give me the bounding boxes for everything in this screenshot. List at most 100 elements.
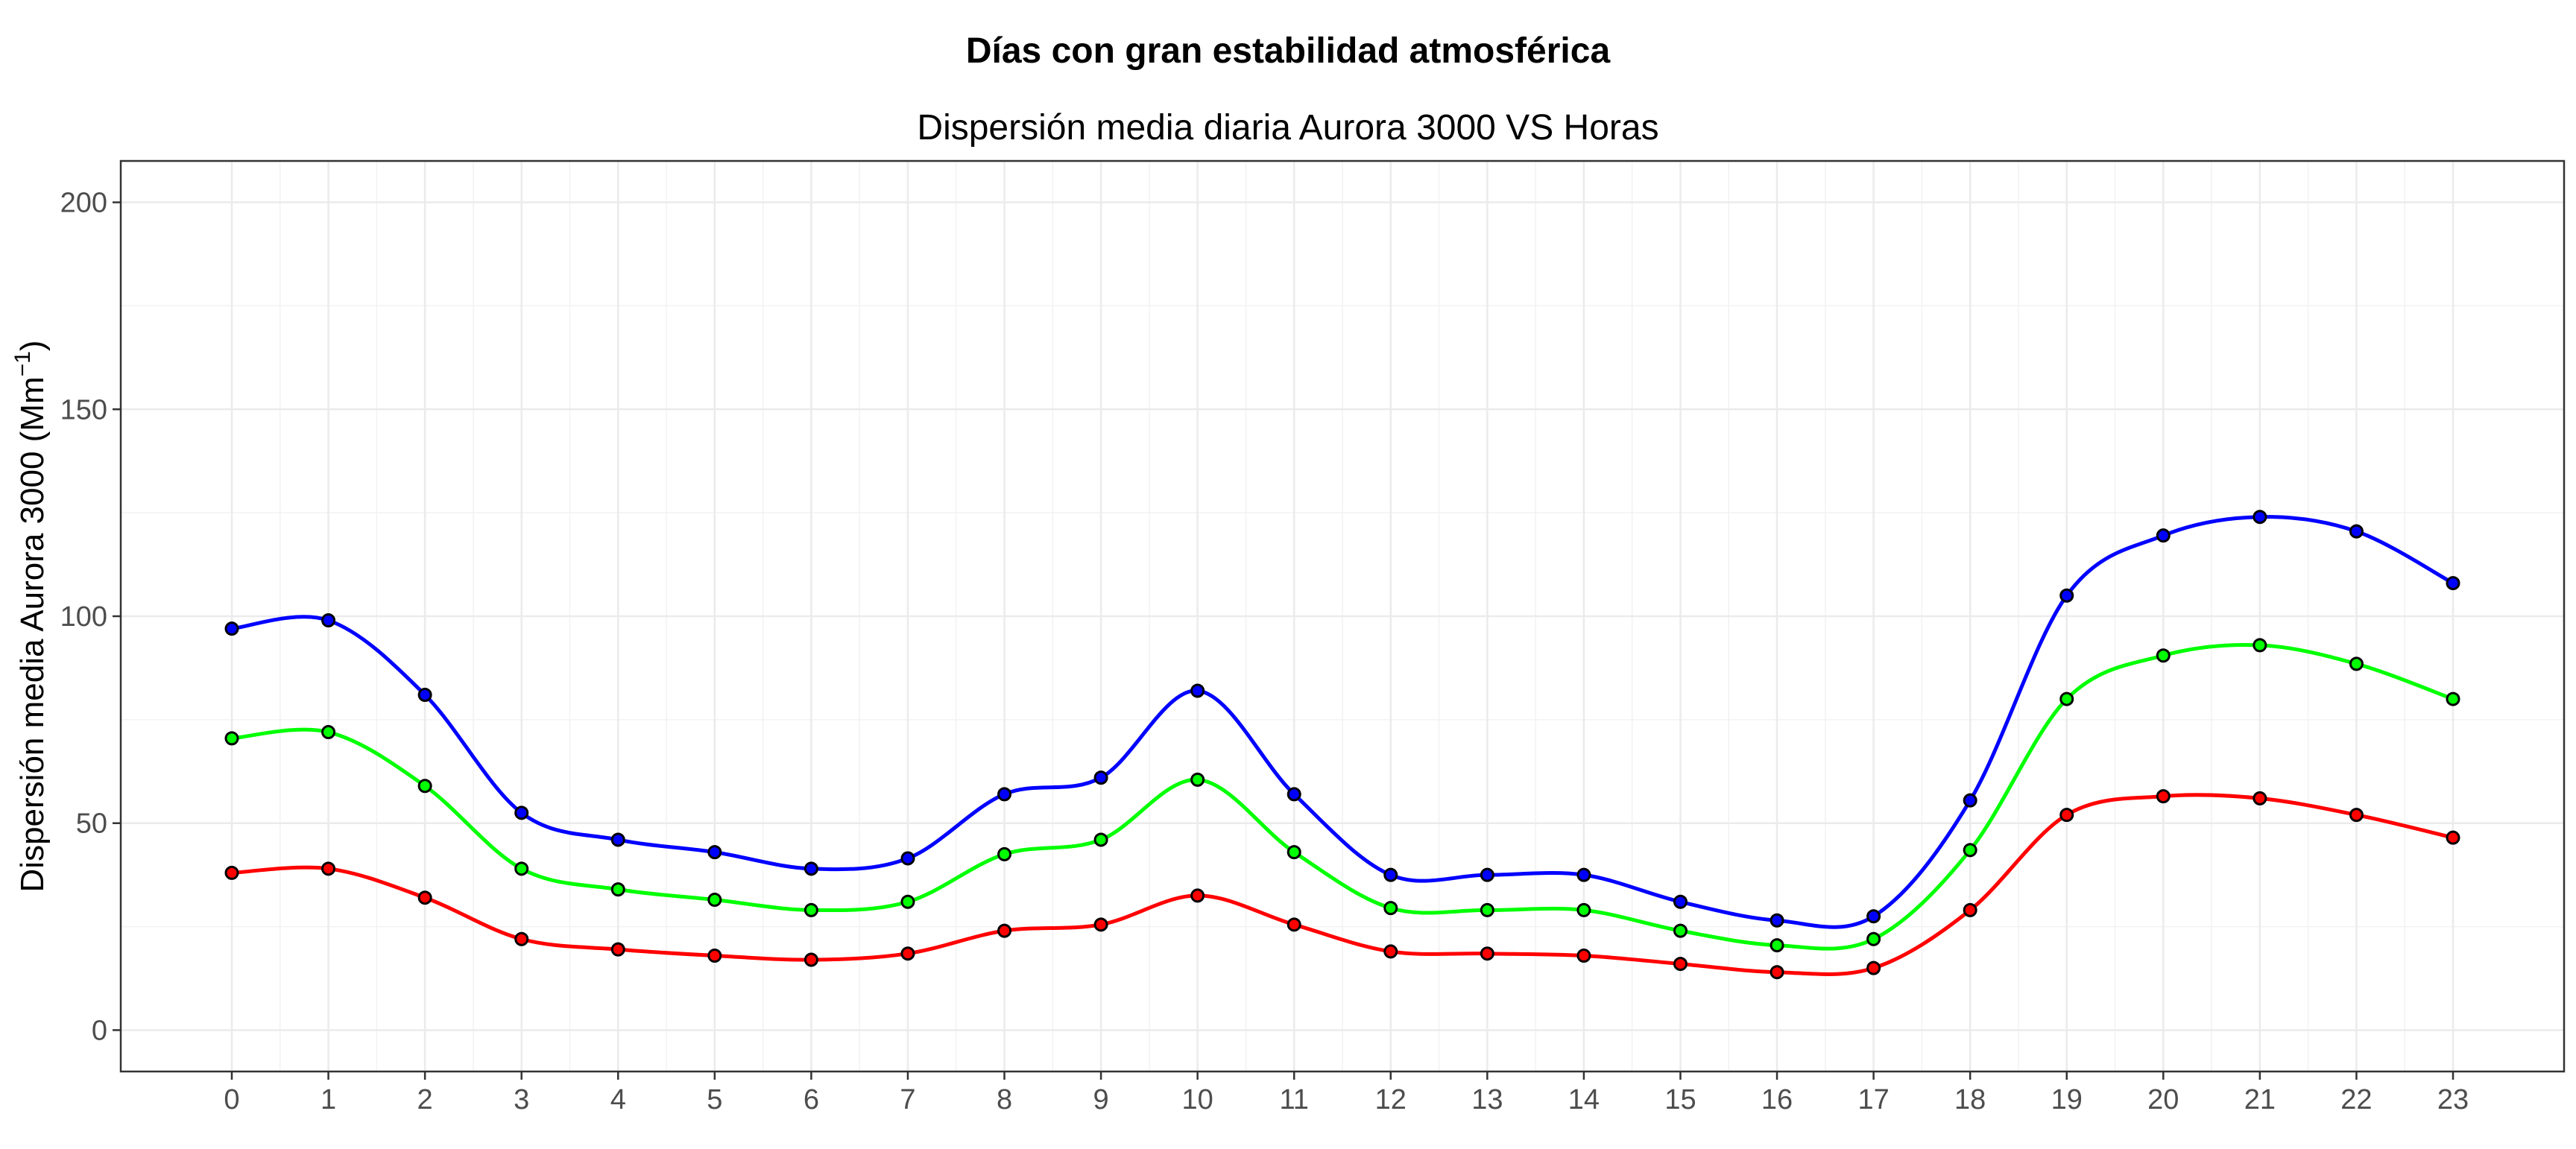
x-tick-label: 1 — [321, 1084, 336, 1115]
data-point-series-2 — [1093, 832, 1108, 847]
x-tick-label: 5 — [707, 1084, 722, 1115]
data-point-series-3 — [2059, 808, 2074, 823]
data-point-series-2 — [1287, 845, 1301, 860]
chart-title: Días con gran estabilidad atmosférica — [966, 31, 1611, 71]
data-point-series-3 — [610, 942, 625, 957]
x-tick-label: 0 — [224, 1084, 239, 1115]
data-point-series-3 — [417, 890, 432, 905]
data-point-series-1 — [1673, 894, 1688, 909]
y-axis: 0 50 100 150 200 — [60, 188, 121, 1046]
x-tick-label: 9 — [1093, 1084, 1109, 1115]
x-tick-label: 11 — [1279, 1084, 1308, 1115]
data-point-series-1 — [224, 621, 239, 636]
data-point-series-1 — [610, 832, 625, 847]
x-tick-label: 20 — [2147, 1084, 2179, 1115]
data-point-series-2 — [1576, 902, 1591, 917]
x-tick-label: 15 — [1664, 1084, 1696, 1115]
x-tick-label: 6 — [804, 1084, 819, 1115]
data-point-series-2 — [2349, 656, 2364, 671]
x-tick-label: 13 — [1471, 1084, 1503, 1115]
data-point-series-1 — [1190, 683, 1205, 698]
data-point-series-2 — [1963, 843, 1977, 858]
x-tick-label: 18 — [1954, 1084, 1986, 1115]
data-point-series-1 — [900, 851, 915, 866]
data-point-series-2 — [321, 725, 336, 740]
x-tick-label: 17 — [1857, 1084, 1889, 1115]
y-tick-label: 200 — [60, 188, 107, 219]
data-point-series-1 — [1383, 867, 1398, 882]
data-point-series-2 — [707, 892, 722, 907]
data-point-series-1 — [804, 861, 818, 876]
y-tick-label: 100 — [60, 601, 107, 633]
data-point-series-1 — [1093, 770, 1108, 785]
x-tick-label: 14 — [1568, 1084, 1600, 1115]
x-tick-label: 10 — [1182, 1084, 1213, 1115]
data-point-series-3 — [707, 948, 722, 963]
data-point-series-2 — [417, 779, 432, 794]
data-point-series-2 — [1383, 901, 1398, 916]
data-point-series-3 — [2156, 789, 2171, 804]
data-point-series-1 — [417, 688, 432, 703]
data-point-series-3 — [1383, 944, 1398, 959]
data-point-series-1 — [997, 787, 1012, 802]
data-point-series-1 — [2349, 524, 2364, 539]
y-axis-label-superscript: −1 — [10, 351, 35, 376]
data-point-series-3 — [1190, 888, 1205, 903]
data-point-series-3 — [1770, 965, 1784, 980]
data-point-series-2 — [1673, 923, 1688, 938]
data-point-series-3 — [2253, 791, 2267, 805]
data-point-series-2 — [1190, 772, 1205, 787]
x-tick-label: 22 — [2340, 1084, 2372, 1115]
x-tick-label: 19 — [2051, 1084, 2083, 1115]
data-point-series-3 — [1480, 946, 1494, 961]
x-tick-label: 12 — [1375, 1084, 1407, 1115]
data-point-series-3 — [2349, 808, 2364, 823]
data-point-series-2 — [804, 902, 818, 917]
data-point-series-1 — [2156, 528, 2171, 543]
x-tick-label: 4 — [610, 1084, 626, 1115]
data-point-series-3 — [1963, 902, 1977, 917]
x-tick-label: 2 — [417, 1084, 433, 1115]
data-point-series-1 — [2253, 510, 2267, 525]
data-point-series-2 — [1866, 931, 1881, 946]
data-point-series-3 — [514, 931, 529, 946]
data-point-series-1 — [321, 613, 336, 628]
y-tick-label: 150 — [60, 394, 107, 425]
y-axis-label-text: Dispersión media Aurora 3000 (Mm — [14, 376, 51, 892]
data-point-series-1 — [514, 805, 529, 820]
x-tick-label: 8 — [997, 1084, 1012, 1115]
data-point-series-3 — [804, 952, 818, 967]
data-point-series-2 — [224, 731, 239, 746]
data-point-series-1 — [1963, 793, 1977, 808]
major-gridlines — [121, 161, 2564, 1072]
data-point-series-3 — [2446, 830, 2460, 845]
data-point-series-3 — [997, 923, 1012, 938]
data-point-series-3 — [224, 865, 239, 880]
data-point-series-2 — [2059, 691, 2074, 706]
x-tick-label: 16 — [1761, 1084, 1793, 1115]
x-tick-label: 7 — [900, 1084, 915, 1115]
data-point-series-3 — [1866, 960, 1881, 975]
data-point-series-3 — [1287, 917, 1301, 932]
data-point-series-2 — [997, 846, 1012, 861]
data-point-series-2 — [514, 861, 529, 876]
series-points — [224, 510, 2460, 980]
y-axis-label: Dispersión media Aurora 3000 (Mm−1) — [10, 341, 51, 893]
x-axis: 0 1 2 3 4 5 6 7 8 9 10 11 12 13 14 15 16 17 18 19 20 21 22 23 — [224, 1072, 2469, 1115]
data-point-series-1 — [1287, 787, 1301, 802]
data-point-series-3 — [900, 946, 915, 961]
data-point-series-1 — [1576, 867, 1591, 882]
x-tick-label: 3 — [514, 1084, 529, 1115]
data-point-series-2 — [2156, 648, 2171, 663]
y-axis-label-close: ) — [14, 341, 51, 352]
data-point-series-1 — [2446, 576, 2460, 591]
data-point-series-2 — [1770, 938, 1784, 953]
data-point-series-1 — [1866, 909, 1881, 924]
data-point-series-1 — [2059, 588, 2074, 603]
data-point-series-1 — [1480, 867, 1494, 882]
data-point-series-3 — [1093, 917, 1108, 932]
y-tick-label: 0 — [92, 1015, 107, 1046]
data-point-series-3 — [321, 861, 336, 876]
data-point-series-3 — [1576, 948, 1591, 963]
